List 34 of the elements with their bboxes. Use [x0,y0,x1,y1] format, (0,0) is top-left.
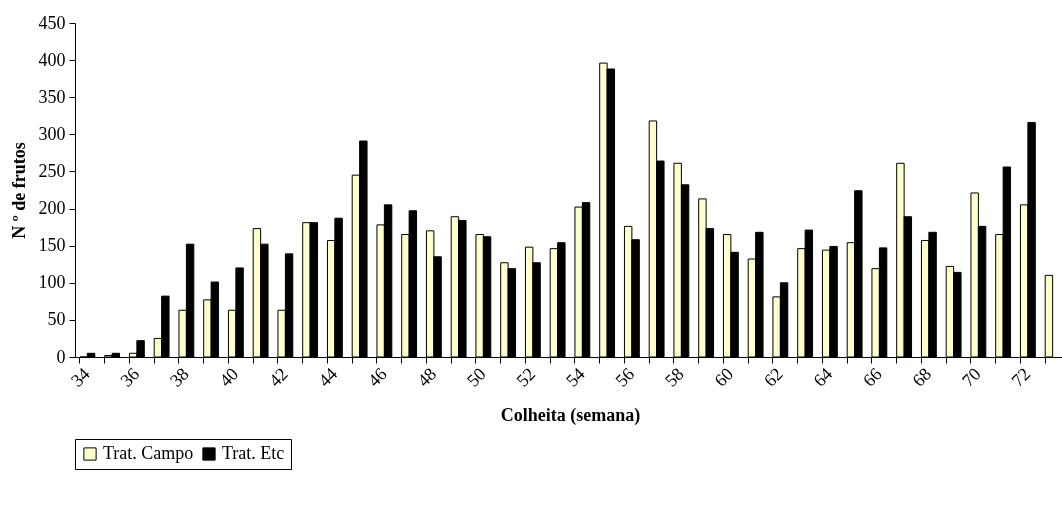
y-tick-label: 400 [38,49,66,70]
x-tick-label: 54 [561,363,589,391]
x-tick-label: 44 [314,363,342,391]
x-tick-label: 72 [1007,363,1035,391]
legend-label: Trat. Campo [103,443,194,463]
y-tick-label: 450 [38,12,66,33]
x-tick-label: 56 [611,363,639,391]
x-tick-label: 48 [413,363,441,391]
x-tick-label: 46 [363,363,391,391]
x-tick-label: 38 [165,363,193,391]
x-axis-title: Colheita (semana) [500,404,641,426]
x-tick-label: 50 [462,363,490,391]
x-tick-label: 58 [660,363,688,391]
x-tick-label: 34 [66,363,94,391]
x-tick-label: 68 [908,363,936,391]
y-tick-label: 200 [38,198,66,219]
x-tick-label: 42 [264,363,292,391]
x-tick-label: 52 [512,363,540,391]
y-tick-label: 150 [38,235,66,256]
y-tick-label: 350 [38,86,66,107]
legend-label: Trat. Etc [222,443,285,463]
x-tick-label: 66 [858,363,886,391]
x-tick-label: 64 [809,363,837,391]
y-tick-label: 300 [38,123,66,144]
x-tick-label: 60 [710,363,738,391]
x-tick-label: 40 [215,363,243,391]
x-tick-label: 70 [957,363,985,391]
y-axis-title: N º de frutos [8,142,29,239]
y-tick-label: 250 [38,160,66,181]
x-tick-label: 62 [759,363,787,391]
y-tick-label: 0 [56,346,66,367]
y-tick-label: 50 [47,309,66,330]
x-tick-label: 36 [116,363,144,391]
y-tick-label: 100 [38,272,66,293]
